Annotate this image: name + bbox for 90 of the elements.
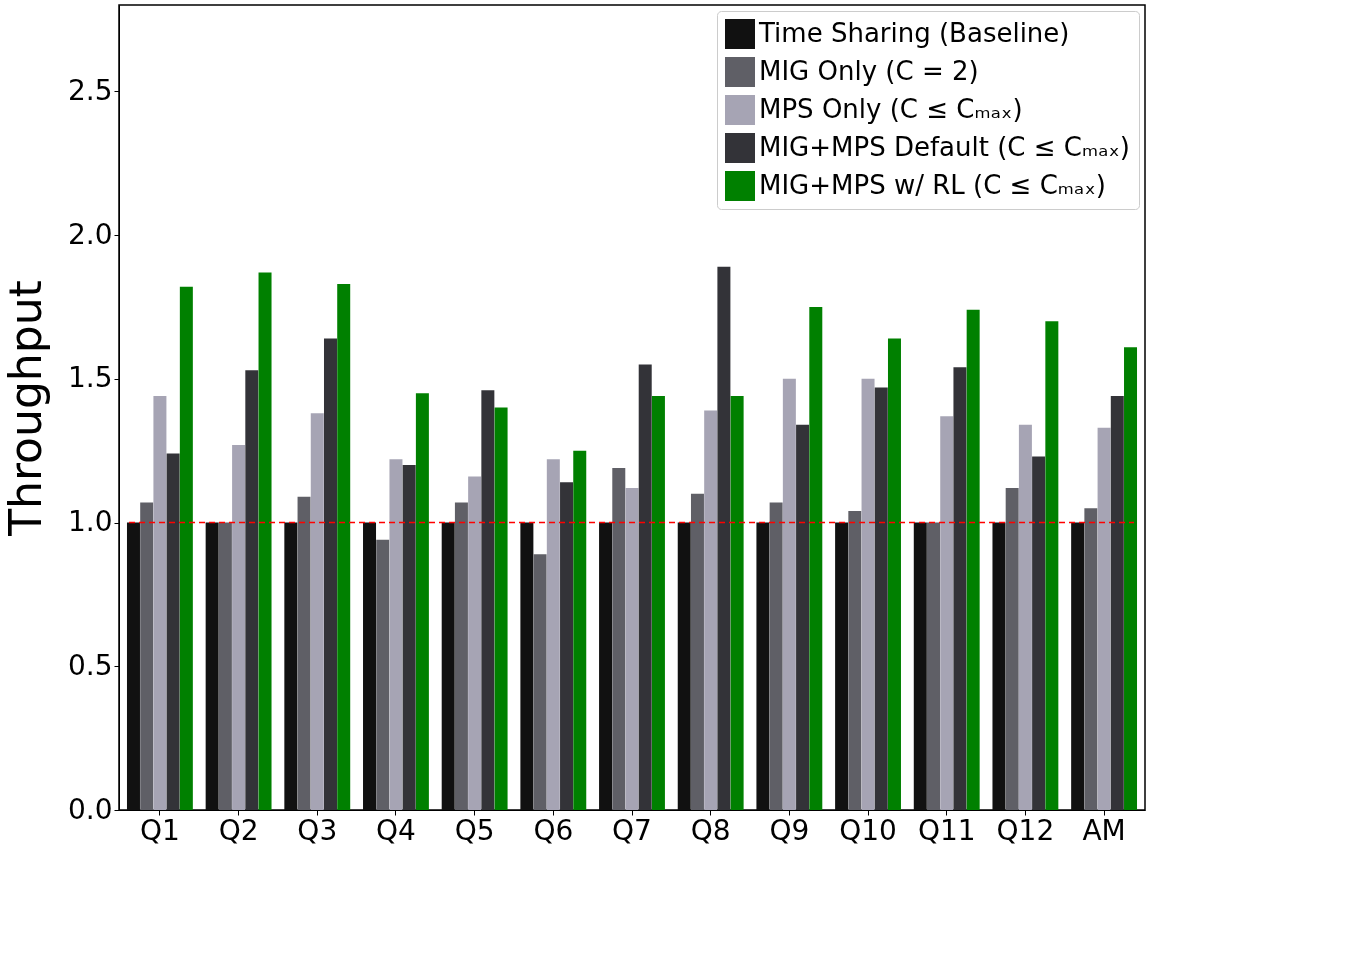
bar xyxy=(992,522,1006,810)
x-tick-label: Q12 xyxy=(996,813,1055,847)
bar xyxy=(599,522,613,810)
legend-label: MIG Only (C = 2) xyxy=(759,56,979,86)
bar xyxy=(1005,488,1019,810)
bar xyxy=(481,390,495,810)
bar xyxy=(494,407,508,810)
bar xyxy=(140,502,154,810)
y-tick-label: 2.0 xyxy=(67,217,113,251)
bar xyxy=(625,488,639,810)
bar xyxy=(1084,508,1098,810)
y-axis-title: Throughput xyxy=(0,280,51,537)
bar xyxy=(940,416,954,810)
x-tick-label: Q3 xyxy=(297,813,338,847)
bar xyxy=(245,370,259,810)
bar xyxy=(1018,424,1032,810)
bar xyxy=(638,364,652,810)
x-tick-label: Q5 xyxy=(454,813,495,847)
bar xyxy=(573,450,587,810)
bar xyxy=(402,465,416,810)
bar xyxy=(874,387,888,810)
bar xyxy=(218,522,232,810)
bar xyxy=(769,502,783,810)
bar xyxy=(704,410,718,810)
bar xyxy=(861,378,875,810)
bar xyxy=(284,522,298,810)
bar xyxy=(612,467,626,810)
bar xyxy=(1124,347,1138,810)
bar xyxy=(454,502,468,810)
bar xyxy=(730,396,744,810)
bar xyxy=(258,272,272,810)
x-tick-label: AM xyxy=(1082,813,1126,847)
bar xyxy=(690,493,704,810)
bar xyxy=(337,283,351,810)
bar xyxy=(1071,522,1085,810)
bar xyxy=(1045,321,1059,810)
bar xyxy=(546,459,560,810)
x-tick-label: Q8 xyxy=(690,813,731,847)
bar xyxy=(717,266,731,810)
bar xyxy=(1097,427,1111,810)
bar xyxy=(389,459,403,810)
bar xyxy=(913,522,927,810)
bar xyxy=(126,522,140,810)
y-tick-label: 0.0 xyxy=(67,792,113,826)
bar xyxy=(887,338,901,810)
bar xyxy=(415,393,429,810)
bar xyxy=(468,476,482,810)
bar xyxy=(310,413,324,810)
y-tick-label: 1.0 xyxy=(67,505,113,538)
bar xyxy=(232,444,246,810)
x-tick-label: Q6 xyxy=(533,813,574,847)
bar xyxy=(179,286,193,810)
bar xyxy=(363,522,377,810)
bar xyxy=(782,378,796,810)
bar xyxy=(677,522,691,810)
bar xyxy=(166,453,180,810)
bar xyxy=(153,396,167,810)
x-tick-label: Q7 xyxy=(612,813,652,847)
bar xyxy=(927,522,941,810)
x-tick-label: Q11 xyxy=(917,813,976,847)
bar xyxy=(533,554,547,810)
x-tick-label: Q1 xyxy=(139,813,180,847)
legend-label: MPS Only (C ≤ Cₘₐₓ) xyxy=(759,94,1023,124)
bar xyxy=(756,522,770,810)
bar xyxy=(560,482,574,810)
bar xyxy=(1032,456,1046,810)
y-tick-label: 0.5 xyxy=(67,648,113,682)
bar xyxy=(966,309,980,810)
bar xyxy=(441,522,455,810)
bar xyxy=(796,424,810,810)
y-tick-label: 2.5 xyxy=(67,73,113,107)
bar xyxy=(953,367,967,810)
bar xyxy=(1110,396,1124,810)
x-tick-label: Q10 xyxy=(839,813,897,847)
bar xyxy=(835,522,849,810)
bar xyxy=(297,496,311,810)
x-tick-label: Q9 xyxy=(769,813,810,847)
x-tick-label: Q2 xyxy=(218,813,259,847)
legend-label: MIG+MPS w/ RL (C ≤ Cₘₐₓ) xyxy=(759,170,1106,200)
bar xyxy=(205,522,219,810)
bar xyxy=(520,522,534,810)
legend-label: Time Sharing (Baseline) xyxy=(758,18,1070,48)
bar xyxy=(809,306,823,810)
bar xyxy=(323,338,337,810)
bar xyxy=(376,539,390,810)
legend-label: MIG+MPS Default (C ≤ Cₘₐₓ) xyxy=(759,132,1131,162)
bar xyxy=(848,511,862,810)
bar xyxy=(651,396,665,810)
x-tick-label: Q4 xyxy=(376,813,416,847)
y-tick-label: 1.5 xyxy=(67,361,113,395)
